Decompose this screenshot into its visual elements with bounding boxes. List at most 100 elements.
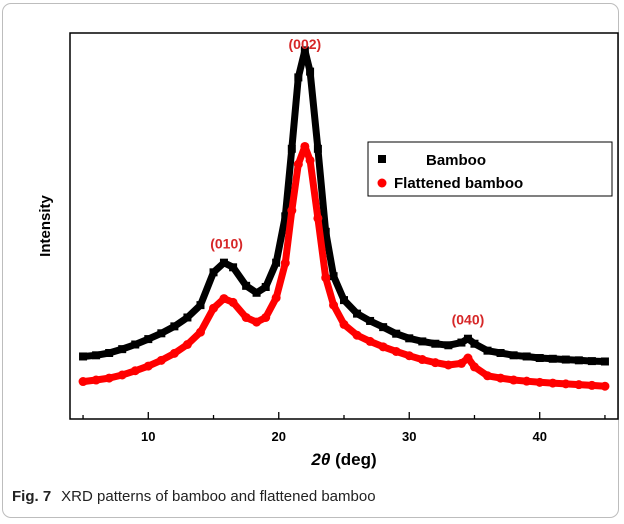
data-point-bamboo (131, 340, 140, 349)
data-point-flattened-bamboo (339, 319, 349, 329)
data-point-flattened-bamboo (509, 375, 519, 385)
data-point-flattened-bamboo (600, 381, 610, 391)
data-point-bamboo (379, 323, 388, 332)
data-point-flattened-bamboo (305, 155, 315, 165)
data-point-flattened-bamboo (241, 312, 251, 322)
legend-marker-flattened-bamboo (377, 178, 387, 188)
data-point-bamboo (118, 345, 127, 354)
data-point-bamboo (496, 348, 505, 357)
data-point-bamboo (392, 329, 401, 338)
data-point-flattened-bamboo (156, 355, 166, 365)
data-point-bamboo (483, 346, 492, 355)
legend-box (367, 141, 613, 197)
data-point-flattened-bamboo (352, 330, 362, 340)
series-line-bamboo (79, 46, 609, 365)
data-point-flattened-bamboo (483, 371, 493, 381)
data-point-flattened-bamboo (104, 373, 114, 383)
data-point-flattened-bamboo (182, 340, 192, 350)
data-point-bamboo (431, 339, 440, 348)
data-point-flattened-bamboo (143, 361, 153, 371)
data-point-bamboo (561, 355, 570, 364)
data-point-flattened-bamboo (469, 362, 479, 372)
data-point-flattened-bamboo (300, 141, 310, 151)
data-point-bamboo (535, 354, 544, 363)
data-point-flattened-bamboo (522, 376, 532, 386)
data-point-flattened-bamboo (456, 358, 466, 368)
data-point-flattened-bamboo (117, 370, 127, 380)
data-point-bamboo (306, 67, 315, 76)
data-point-bamboo (294, 73, 303, 82)
x-axis-symbol: 2θ (310, 450, 330, 469)
data-point-bamboo (229, 263, 238, 272)
data-point-flattened-bamboo (195, 327, 205, 337)
data-point-bamboo (170, 322, 179, 331)
peak-label-2: (040) (452, 312, 485, 328)
x-tick-label: 30 (402, 429, 416, 444)
data-point-flattened-bamboo (587, 380, 597, 390)
data-point-bamboo (587, 357, 596, 366)
data-point-bamboo (509, 351, 518, 360)
data-point-bamboo (522, 352, 531, 361)
data-point-bamboo (329, 272, 338, 281)
data-point-flattened-bamboo (219, 294, 229, 304)
data-point-bamboo (600, 357, 609, 366)
legend: Bamboo Flattened bamboo (367, 141, 613, 197)
data-point-flattened-bamboo (496, 373, 506, 383)
figure-number: Fig. 7 (12, 488, 52, 505)
data-point-bamboo (418, 337, 427, 346)
data-point-bamboo (321, 227, 330, 236)
data-point-flattened-bamboo (261, 312, 271, 322)
x-axis-ticks: 10 20 30 40 (82, 412, 606, 444)
data-point-flattened-bamboo (130, 366, 140, 376)
peak-label-1: (002) (289, 36, 322, 52)
data-point-bamboo (209, 268, 218, 277)
legend-marker-bamboo (378, 155, 386, 163)
data-point-bamboo (353, 309, 362, 318)
data-point-flattened-bamboo (443, 360, 453, 370)
x-tick-label: 20 (272, 429, 286, 444)
data-point-bamboo (574, 356, 583, 365)
peak-label-0: (010) (210, 236, 243, 252)
data-point-bamboo (92, 351, 101, 360)
series-layer (78, 46, 610, 391)
data-point-bamboo (196, 301, 205, 310)
data-point-flattened-bamboo (430, 358, 440, 368)
data-point-bamboo (281, 212, 290, 221)
data-point-flattened-bamboo (313, 213, 323, 223)
legend-label-bamboo: Bamboo (426, 152, 486, 169)
data-point-flattened-bamboo (271, 293, 281, 303)
data-point-bamboo (144, 335, 153, 344)
data-point-bamboo (219, 258, 228, 267)
data-point-flattened-bamboo (548, 378, 558, 388)
peak-annotations: (010) (002) (040) (210, 36, 484, 328)
data-point-flattened-bamboo (574, 380, 584, 390)
data-point-bamboo (300, 46, 309, 55)
data-point-bamboo (261, 282, 270, 291)
data-point-flattened-bamboo (321, 273, 331, 283)
data-point-bamboo (366, 316, 375, 325)
data-point-flattened-bamboo (91, 375, 101, 385)
legend-label-flattened-bamboo: Flattened bamboo (394, 175, 523, 192)
data-point-flattened-bamboo (78, 377, 88, 387)
data-point-bamboo (470, 339, 479, 348)
data-point-flattened-bamboo (417, 355, 427, 365)
figure-caption: Fig. 7 XRD patterns of bamboo and flatten… (12, 488, 376, 505)
data-point-bamboo (272, 258, 281, 267)
data-point-flattened-bamboo (463, 353, 473, 363)
data-point-bamboo (242, 281, 251, 290)
data-point-bamboo (287, 144, 296, 153)
data-point-bamboo (157, 329, 166, 338)
data-point-flattened-bamboo (329, 300, 339, 310)
data-point-flattened-bamboo (228, 297, 238, 307)
data-point-bamboo (463, 334, 472, 343)
data-point-flattened-bamboo (293, 159, 303, 169)
data-point-bamboo (79, 352, 88, 361)
caption-text: XRD patterns of bamboo and flattened bam… (61, 488, 376, 505)
x-tick-label: 40 (532, 429, 546, 444)
data-point-bamboo (444, 341, 453, 350)
data-point-bamboo (183, 313, 192, 322)
y-axis-title: Intensity (37, 195, 54, 257)
data-point-bamboo (340, 296, 348, 305)
data-point-flattened-bamboo (169, 348, 179, 358)
data-point-flattened-bamboo (391, 346, 401, 356)
